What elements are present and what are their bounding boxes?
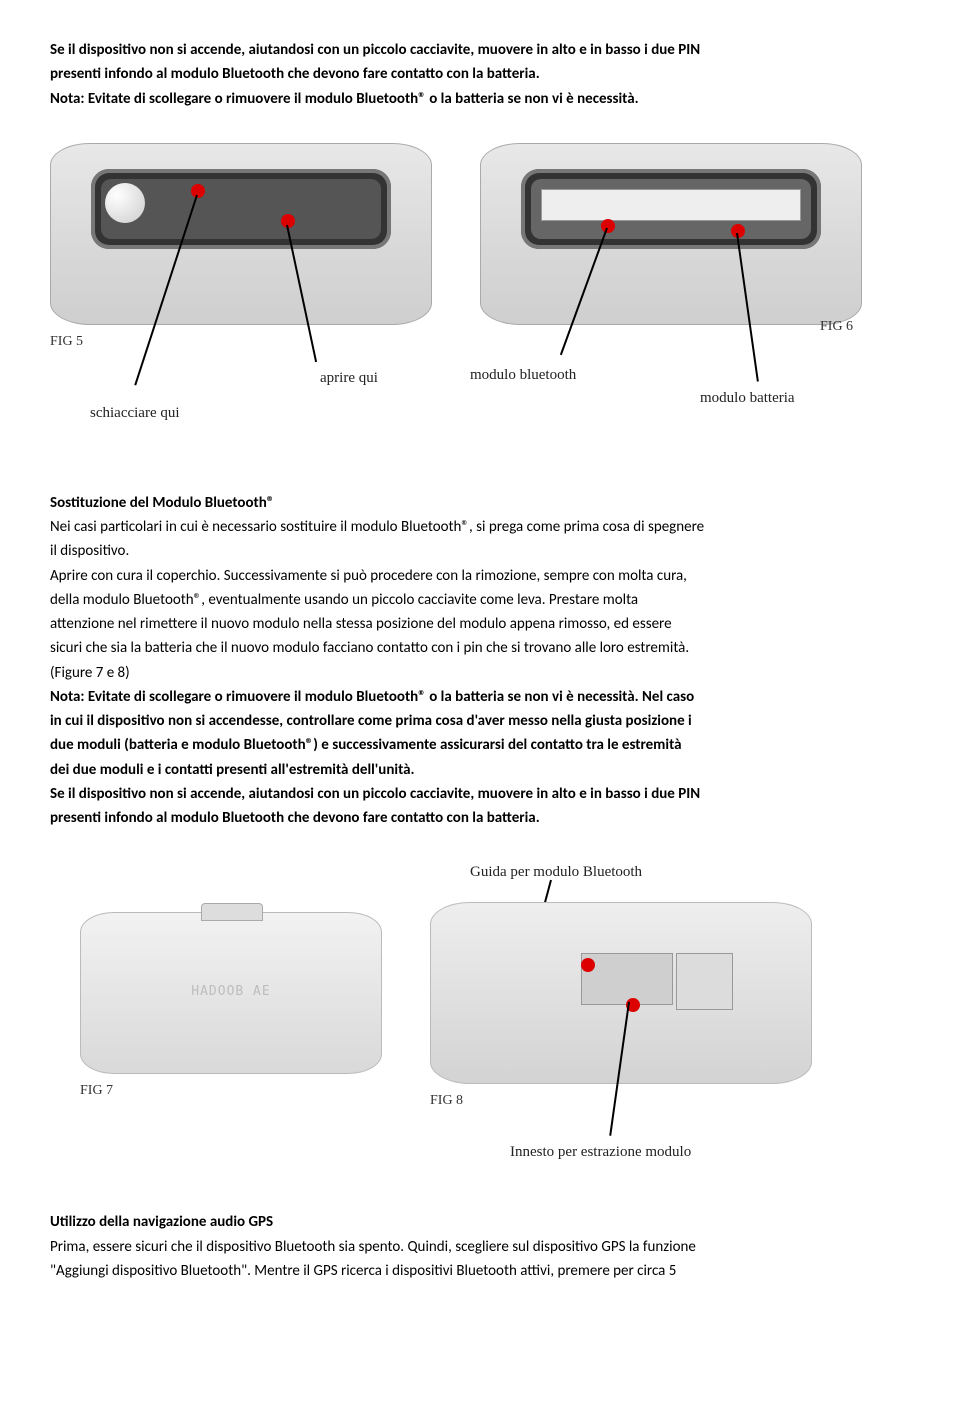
section3-l2: "Aggiungi dispositivo Bluetooth". Mentre…: [50, 1261, 910, 1281]
fig6-caption: FIG 6: [820, 318, 853, 337]
label-guida: Guida per modulo Bluetooth: [470, 862, 642, 882]
cover-engraving: HADOOB AE: [81, 983, 381, 1001]
section2-l2: il dispositivo.: [50, 541, 910, 561]
section2-b5: Se il dispositivo non si accende, aiutan…: [50, 784, 910, 804]
figure-5-6-block: FIG 5 FIG 6 schiacciare qui aprire qui m…: [50, 143, 890, 463]
intro-line-1: Se il dispositivo non si accende, aiutan…: [50, 40, 910, 60]
section2-l3: Aprire con cura il coperchio. Successiva…: [50, 566, 910, 586]
fig8-caption: FIG 8: [430, 1092, 463, 1111]
section2-b4: dei due moduli e i contatti presenti all…: [50, 760, 910, 780]
label-schiacciare: schiacciare qui: [90, 403, 180, 423]
section2-b6: presenti infondo al modulo Bluetooth che…: [50, 808, 910, 828]
label-modulo-batteria: modulo batteria: [700, 388, 795, 408]
intro-line-3: Nota: Evitate di scollegare o rimuovere …: [50, 89, 910, 109]
section2-b3: due moduli (batteria e modulo Bluetooth®…: [50, 735, 910, 755]
section3-title: Utilizzo della navigazione audio GPS: [50, 1212, 910, 1232]
section2-l7: (Figure 7 e 8): [50, 663, 910, 683]
figure-7-8-block: Guida per modulo Bluetooth HADOOB AE FIG…: [50, 862, 890, 1182]
section2-l6: sicuri che sia la batteria che il nuovo …: [50, 638, 910, 658]
label-innesto: Innesto per estrazione modulo: [510, 1142, 691, 1162]
section2-title: Sostituzione del Modulo Bluetooth®: [50, 493, 910, 513]
fig7-caption: FIG 7: [80, 1082, 113, 1101]
section3-l1: Prima, essere sicuri che il dispositivo …: [50, 1237, 910, 1257]
section2-l4: della modulo Bluetooth®, eventualmente u…: [50, 590, 910, 610]
intro-line-2: presenti infondo al modulo Bluetooth che…: [50, 64, 910, 84]
label-modulo-bt: modulo bluetooth: [470, 365, 576, 385]
section2-l1: Nei casi particolari in cui è necessario…: [50, 517, 910, 537]
section2-b1: Nota: Evitate di scollegare o rimuovere …: [50, 687, 910, 707]
fig5-caption: FIG 5: [50, 333, 83, 352]
section2-b2: in cui il dispositivo non si accendesse,…: [50, 711, 910, 731]
label-aprire: aprire qui: [320, 368, 378, 388]
section2-l5: attenzione nel rimettere il nuovo modulo…: [50, 614, 910, 634]
